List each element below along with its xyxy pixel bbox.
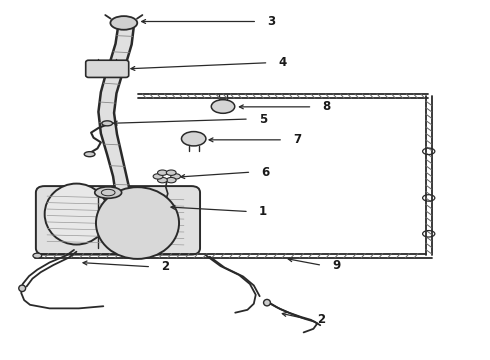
Ellipse shape bbox=[84, 152, 95, 157]
FancyBboxPatch shape bbox=[36, 186, 200, 255]
Text: 4: 4 bbox=[278, 56, 287, 69]
Ellipse shape bbox=[171, 174, 180, 179]
Text: 8: 8 bbox=[322, 100, 330, 113]
Ellipse shape bbox=[181, 132, 206, 146]
Ellipse shape bbox=[166, 177, 176, 183]
Ellipse shape bbox=[102, 121, 113, 126]
Ellipse shape bbox=[96, 187, 179, 259]
Text: 2: 2 bbox=[161, 260, 169, 273]
Ellipse shape bbox=[158, 177, 167, 183]
Text: 7: 7 bbox=[293, 133, 301, 146]
Text: 9: 9 bbox=[332, 259, 340, 272]
Text: 1: 1 bbox=[259, 205, 267, 218]
Ellipse shape bbox=[19, 285, 25, 292]
Text: 6: 6 bbox=[261, 166, 270, 179]
Ellipse shape bbox=[110, 16, 137, 30]
Text: 3: 3 bbox=[267, 15, 275, 28]
Text: 2: 2 bbox=[318, 312, 325, 326]
Ellipse shape bbox=[211, 100, 235, 113]
Ellipse shape bbox=[158, 170, 167, 175]
Ellipse shape bbox=[153, 174, 163, 179]
Ellipse shape bbox=[95, 187, 122, 198]
Text: 5: 5 bbox=[259, 113, 267, 126]
Ellipse shape bbox=[166, 170, 176, 175]
Polygon shape bbox=[98, 28, 134, 193]
Ellipse shape bbox=[264, 300, 270, 306]
FancyBboxPatch shape bbox=[86, 60, 129, 77]
Ellipse shape bbox=[33, 253, 42, 258]
Ellipse shape bbox=[45, 184, 108, 244]
